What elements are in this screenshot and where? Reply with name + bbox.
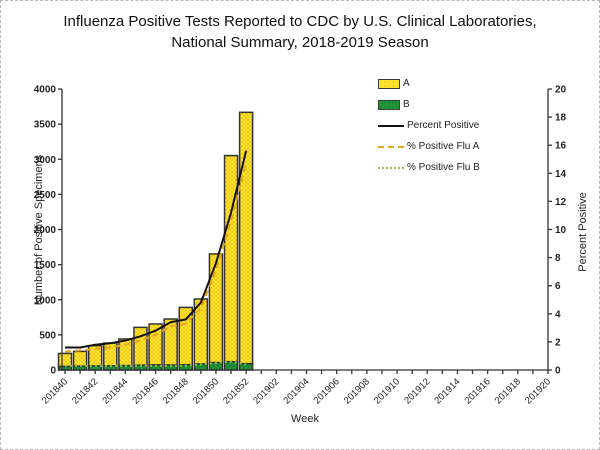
x-tick-label-201902: 201902 xyxy=(251,376,281,406)
x-tick-label-201842: 201842 xyxy=(70,376,100,406)
bar-flu-a-week-201840 xyxy=(57,352,73,368)
right-tick-label: 4 xyxy=(555,309,561,320)
legend-label-flu-a: A xyxy=(403,78,410,89)
percent-positive-line-icon xyxy=(378,124,404,127)
x-tick-label-201846: 201846 xyxy=(130,376,160,406)
legend-item-flu-a: A xyxy=(378,73,480,94)
x-tick-label-201920: 201920 xyxy=(523,376,553,406)
right-tick-label: 10 xyxy=(555,225,567,236)
left-tick-label: 500 xyxy=(39,330,56,341)
percent-positive-line xyxy=(65,150,248,349)
right-tick-label: 6 xyxy=(555,281,561,292)
legend-label-flu-b: B xyxy=(403,99,410,110)
left-tick-label: 0 xyxy=(50,366,56,377)
left-tick-label: 2500 xyxy=(34,190,57,201)
right-tick-label: 18 xyxy=(555,113,567,124)
legend-item-flu-b: B xyxy=(378,94,480,115)
bar-flu-a-week-201848 xyxy=(178,306,193,366)
legend-label-percent-flu-b: % Positive Flu B xyxy=(407,162,480,173)
left-tick-label: 4000 xyxy=(34,85,57,96)
chart-title: Influenza Positive Tests Reported to CDC… xyxy=(1,11,599,53)
percent-positive-flu-a-line xyxy=(64,161,248,353)
legend-item-percent-positive: Percent Positive xyxy=(378,115,480,136)
bar-flu-b-week-201852 xyxy=(238,362,254,371)
x-tick-label-201844: 201844 xyxy=(100,376,130,406)
x-tick-label-201852: 201852 xyxy=(221,376,251,406)
left-tick-label: 1500 xyxy=(34,260,57,271)
flu-b-swatch-icon xyxy=(378,99,400,110)
x-tick-label-201916: 201916 xyxy=(463,376,493,406)
x-tick-label-201840: 201840 xyxy=(40,376,70,406)
chart-title-line1: Influenza Positive Tests Reported to CDC… xyxy=(63,13,537,30)
right-tick-label: 12 xyxy=(555,197,567,208)
left-tick-label: 2000 xyxy=(34,225,57,236)
bar-flu-a-week-201851 xyxy=(223,154,239,363)
x-axis-title: Week xyxy=(291,413,319,425)
x-tick-label-201904: 201904 xyxy=(281,376,311,406)
x-tick-label-201914: 201914 xyxy=(432,376,462,406)
left-tick-label: 3500 xyxy=(34,120,57,131)
flu-a-swatch-icon xyxy=(378,78,400,89)
left-axis-title: Number of Positive Specimens xyxy=(33,154,45,306)
x-tick-label-201912: 201912 xyxy=(402,376,432,406)
right-tick-label: 0 xyxy=(555,366,561,377)
legend-item-percent-flu-a: % Positive Flu A xyxy=(378,136,480,157)
right-tick-label: 2 xyxy=(555,337,561,348)
right-tick-label: 14 xyxy=(555,169,567,180)
x-tick-label-201910: 201910 xyxy=(372,376,402,406)
chart-legend: A B Percent Positive % Positive Flu A % … xyxy=(378,73,480,178)
right-axis-title: Percent Positive xyxy=(577,192,589,272)
bar-flu-a-week-201852 xyxy=(238,111,254,365)
left-tick-label: 1000 xyxy=(34,295,57,306)
legend-label-percent-positive: Percent Positive xyxy=(407,120,480,131)
right-tick-label: 16 xyxy=(555,141,567,152)
legend-item-percent-flu-b: % Positive Flu B xyxy=(378,157,480,178)
chart-title-line2: National Summary, 2018-2019 Season xyxy=(171,34,429,51)
left-tick-label: 3000 xyxy=(34,155,57,166)
x-tick-label-201906: 201906 xyxy=(312,376,342,406)
right-tick-label: 20 xyxy=(555,85,567,96)
bar-flu-a-week-201850 xyxy=(208,253,224,364)
percent-flu-b-line-icon xyxy=(378,166,404,169)
legend-label-percent-flu-a: % Positive Flu A xyxy=(407,141,480,152)
percent-flu-a-line-icon xyxy=(378,145,404,148)
x-tick-label-201848: 201848 xyxy=(161,376,191,406)
bar-flu-a-week-201845 xyxy=(133,326,148,366)
percent-positive-flu-b-line xyxy=(65,360,247,367)
x-tick-label-201918: 201918 xyxy=(493,376,523,406)
x-tick-label-201850: 201850 xyxy=(191,376,221,406)
x-tick-label-201908: 201908 xyxy=(342,376,372,406)
bar-flu-a-week-201841 xyxy=(72,350,88,367)
right-tick-label: 8 xyxy=(555,253,561,264)
